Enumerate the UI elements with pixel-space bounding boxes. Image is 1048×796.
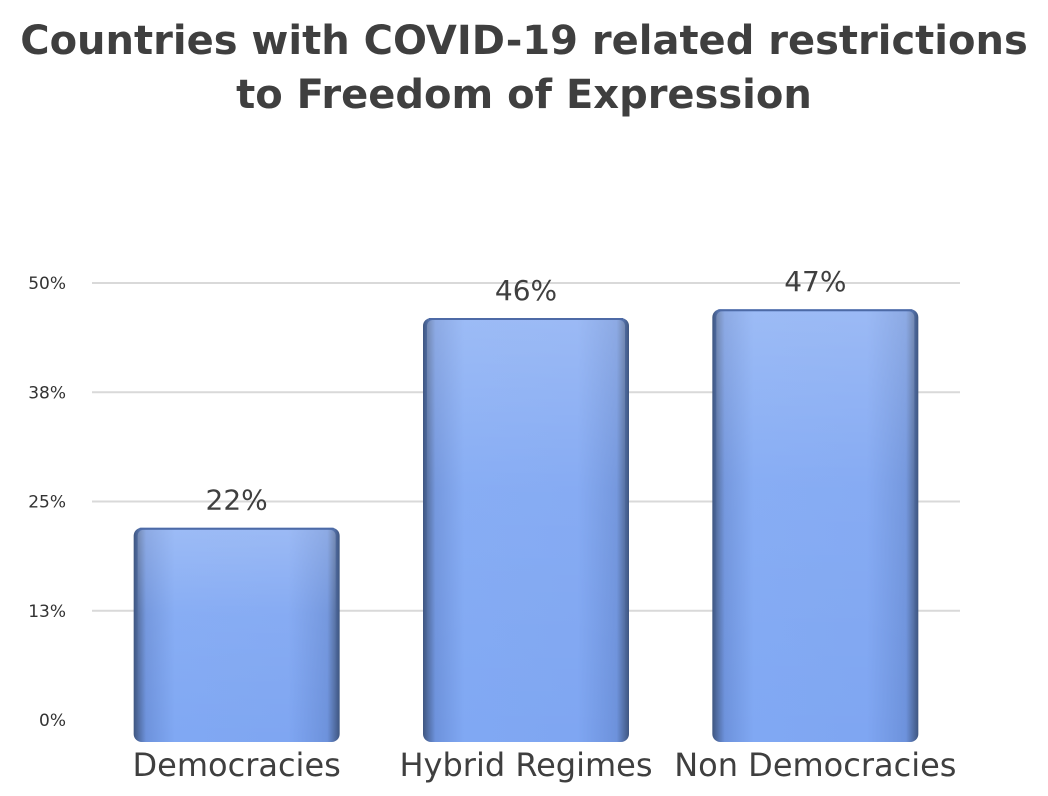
category-label: Hybrid Regimes [399,746,652,784]
x-axis-categories: Democracies Hybrid Regimes Non Democracies [133,746,957,784]
bar-group [133,527,340,742]
y-tick-label: 50% [28,274,66,294]
y-tick-label: 25% [28,493,66,513]
bar-group [423,317,629,742]
category-label: Democracies [133,746,341,784]
y-tick-label: 38% [28,383,66,403]
y-tick-label: 13% [28,602,66,622]
data-labels: 22% 46% 47% [206,265,847,516]
data-label: 46% [495,274,557,307]
chart-title: Countries with COVID-19 related restrict… [20,18,1028,118]
bar-highlight [427,319,625,740]
category-label: Non Democracies [674,746,956,784]
bar-highlight [137,529,336,740]
y-axis-ticks: 0% 13% 25% 38% 50% [28,274,66,731]
data-label: 47% [784,265,846,298]
bar-highlight [716,311,915,740]
bar-group [712,309,919,742]
data-label: 22% [206,484,268,517]
bars [133,309,919,742]
y-tick-label: 0% [39,711,66,731]
